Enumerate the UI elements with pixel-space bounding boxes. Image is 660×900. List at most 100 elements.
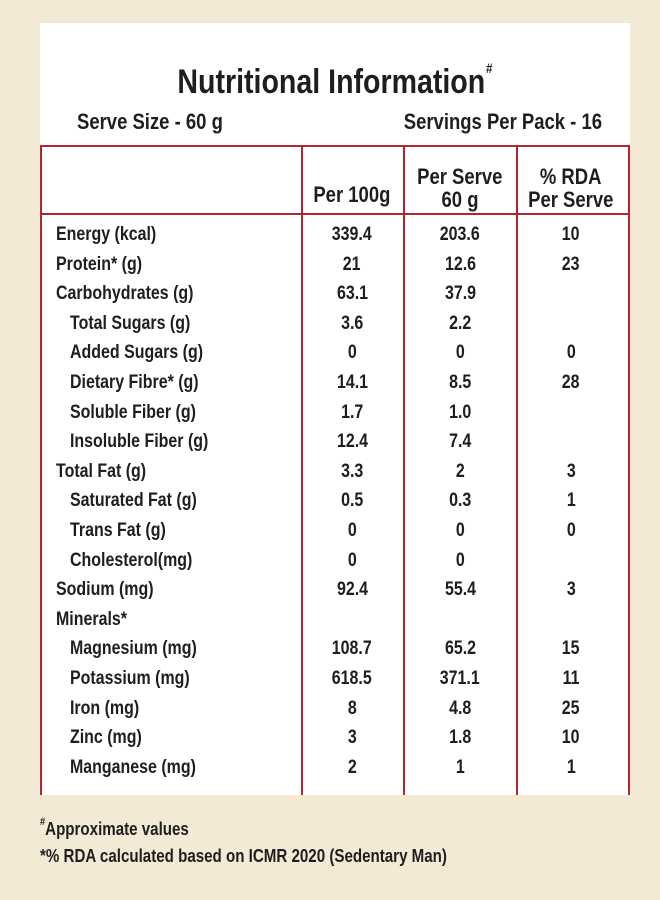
col-header-per100g-text: Per 100g (313, 182, 391, 207)
nutrition-panel: Nutritional Information# Serve Size - 60… (40, 23, 630, 795)
nutrient-label: Energy (kcal) (56, 224, 157, 245)
value-per-serve-cell: 0.3 (404, 490, 516, 512)
table-row: Cholesterol(mg) 0 0 (40, 550, 630, 579)
table-row: Minerals* (40, 609, 630, 638)
value-rda-cell (518, 313, 624, 335)
value-rda-cell (518, 550, 624, 572)
value-rda-cell: 0 (518, 342, 624, 364)
value-rda: 1 (566, 756, 576, 778)
value-per-100g-cell: 2 (302, 757, 402, 779)
value-per-100g: 63.1 (336, 283, 368, 305)
value-per-100g-cell: 92.4 (302, 579, 402, 601)
table-row: Soluble Fiber (g) 1.7 1.0 (40, 402, 630, 431)
value-per-100g-cell: 339.4 (302, 224, 402, 246)
value-per-100g-cell: 3.6 (302, 313, 402, 335)
value-rda-cell: 15 (518, 638, 624, 660)
value-per-100g-cell: 0 (302, 550, 402, 572)
nutrient-label: Insoluble Fiber (g) (70, 431, 209, 453)
value-per-serve-cell: 2.2 (404, 313, 516, 335)
value-per-serve: 0.3 (448, 490, 472, 512)
value-per-100g-cell: 0 (302, 342, 402, 364)
table-row: Energy (kcal) 339.4 203.6 10 (40, 224, 630, 253)
value-rda-cell: 23 (518, 254, 624, 276)
value-per-100g: 14.1 (336, 372, 368, 393)
footnote-approx: #Approximate values (40, 812, 447, 843)
value-rda: 1 (566, 490, 576, 512)
value-per-100g-cell: 14.1 (302, 372, 402, 394)
value-per-serve-cell: 7.4 (404, 431, 516, 453)
col-header-per-serve-line2: 60 g (441, 187, 479, 212)
value-rda-cell (518, 431, 624, 453)
value-per-100g-cell (302, 609, 402, 631)
table-row: Manganese (mg) 2 1 1 (40, 757, 630, 786)
value-per-serve: 2.2 (448, 312, 472, 334)
table-row: Total Fat (g) 3.3 2 3 (40, 461, 630, 490)
nutrient-label: Potassium (mg) (70, 668, 190, 689)
value-per-100g-cell: 3.3 (302, 461, 402, 483)
value-per-100g: 12.4 (336, 431, 368, 453)
table-row: Sodium (mg) 92.4 55.4 3 (40, 579, 630, 608)
top-rule (40, 145, 630, 147)
nutrient-label: Minerals* (56, 608, 127, 630)
nutrient-label: Saturated Fat (g) (70, 490, 197, 512)
table-row: Insoluble Fiber (g) 12.4 7.4 (40, 431, 630, 460)
nutrient-label: Protein* (g) (56, 253, 143, 275)
value-per-serve-cell: 1.0 (404, 402, 516, 424)
col-header-rda-line1: % RDA (540, 164, 602, 189)
value-rda: 0 (566, 342, 576, 364)
value-per-100g: 339.4 (332, 224, 372, 245)
value-per-100g: 3.3 (340, 460, 364, 482)
value-rda: 10 (562, 224, 580, 245)
nutrient-label: Sodium (mg) (56, 579, 154, 601)
footnotes: #Approximate values *% RDA calculated ba… (40, 812, 524, 870)
value-per-100g: 2 (347, 756, 357, 778)
value-rda-cell: 10 (518, 224, 624, 246)
table-row: Carbohydrates (g) 63.1 37.9 (40, 283, 630, 312)
nutrient-label: Manganese (mg) (70, 756, 196, 778)
value-rda: 11 (562, 668, 580, 689)
servings-per-pack: Servings Per Pack - 16 (403, 109, 602, 134)
value-per-100g-cell: 21 (302, 254, 402, 276)
nutrient-label: Total Sugars (g) (70, 312, 191, 334)
value-per-serve-cell: 371.1 (404, 668, 516, 690)
value-per-100g-cell: 12.4 (302, 431, 402, 453)
value-per-serve: 0 (455, 342, 465, 364)
value-per-serve-cell: 65.2 (404, 638, 516, 660)
table-row: Potassium (mg) 618.5 371.1 11 (40, 668, 630, 697)
value-rda-cell: 3 (518, 461, 624, 483)
nutrient-label: Magnesium (mg) (70, 638, 197, 660)
nutrient-label: Cholesterol(mg) (70, 549, 193, 571)
serve-size: Serve Size - 60 g (77, 109, 223, 134)
value-per-serve: 65.2 (444, 638, 476, 660)
value-per-100g: 21 (343, 253, 361, 275)
value-per-100g: 1.7 (340, 401, 364, 423)
value-per-100g-cell: 1.7 (302, 402, 402, 424)
value-per-serve: 1.8 (448, 727, 472, 749)
table-row: Magnesium (mg) 108.7 65.2 15 (40, 638, 630, 667)
nutrient-label: Added Sugars (g) (70, 342, 204, 364)
value-per-serve: 0 (455, 520, 465, 541)
nutrient-label: Trans Fat (g) (70, 520, 166, 541)
nutrient-label: Dietary Fibre* (g) (70, 372, 199, 393)
col-divider-1 (40, 145, 42, 795)
value-rda: 25 (562, 697, 580, 719)
col-header-per100g: Per 100g (302, 183, 402, 206)
table-row: Trans Fat (g) 0 0 0 (40, 520, 630, 549)
value-per-100g: 3.6 (340, 312, 364, 334)
value-rda-cell: 28 (518, 372, 624, 394)
value-rda-cell: 3 (518, 579, 624, 601)
value-per-serve: 371.1 (440, 668, 480, 689)
col-divider-5 (628, 145, 630, 795)
value-per-serve: 1.0 (448, 401, 472, 423)
value-rda-cell (518, 402, 624, 424)
value-per-100g: 8 (347, 697, 357, 719)
value-per-100g: 92.4 (336, 579, 368, 601)
value-per-100g: 0.5 (340, 490, 364, 512)
value-per-100g-cell: 618.5 (302, 668, 402, 690)
title-text: Nutritional Information (177, 63, 486, 101)
value-rda: 3 (566, 460, 576, 482)
table-row: Iron (mg) 8 4.8 25 (40, 698, 630, 727)
value-rda: 3 (566, 579, 576, 601)
value-per-serve-cell (404, 609, 516, 631)
table-row: Total Sugars (g) 3.6 2.2 (40, 313, 630, 342)
